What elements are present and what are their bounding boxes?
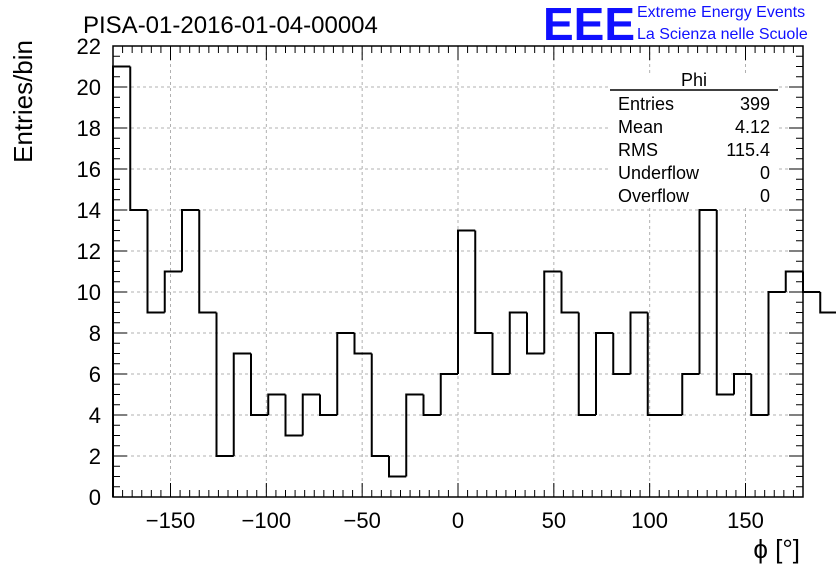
histogram-bin [508, 311, 527, 374]
y-tick-label: 8 [89, 321, 101, 346]
chart-title: PISA-01-2016-01-04-00004 [83, 12, 378, 39]
axis-ticks [113, 45, 803, 498]
logo-mark: EEE [543, 0, 635, 50]
histogram-bin [336, 332, 355, 415]
x-tick-label: 150 [727, 508, 764, 533]
x-tick-label: 100 [631, 508, 668, 533]
y-tick-label: 16 [77, 157, 101, 182]
stats-row-label: Mean [618, 117, 663, 137]
histogram-bin [543, 270, 562, 354]
y-tick-label: 2 [89, 444, 101, 469]
histogram-bin [681, 373, 700, 415]
y-tick-label: 6 [89, 362, 101, 387]
histogram-bin [353, 333, 372, 355]
stats-row-value: 4.12 [735, 117, 770, 137]
histogram-bin [267, 393, 286, 415]
histogram-bin [595, 332, 614, 415]
histogram-bin [560, 271, 579, 314]
histogram-bin [215, 312, 234, 457]
y-tick-label: 0 [89, 485, 101, 510]
histogram-bin [198, 210, 217, 314]
x-tick-label: −50 [344, 508, 381, 533]
stats-box-background [608, 74, 778, 208]
histogram-bin [319, 394, 338, 416]
histogram-bin [646, 312, 665, 416]
stats-row-label: Overflow [618, 186, 690, 206]
histogram-bin [750, 374, 769, 416]
stats-row-value: 399 [740, 94, 770, 114]
histogram-bin [819, 292, 836, 314]
histogram-bin [146, 210, 165, 314]
x-tick-label: 0 [452, 508, 464, 533]
y-axis-label: Entries/bin [8, 40, 38, 163]
y-tick-label: 20 [77, 75, 101, 100]
y-tick-label: 18 [77, 116, 101, 141]
y-tick-labels: 0 2 4 6 8 10 12 14 16 18 20 22 [77, 34, 101, 510]
histogram-bin [612, 333, 631, 375]
stats-row-label: Entries [618, 94, 674, 114]
stats-row-value: 115.4 [726, 140, 770, 160]
histogram-bin [405, 393, 424, 477]
x-tick-labels: −150 −100 −50 0 50 100 150 [146, 508, 764, 533]
histogram-bin [629, 311, 648, 374]
histogram-bin [370, 353, 389, 457]
histogram-bin [284, 394, 303, 437]
stats-row-value: 0 [760, 163, 770, 183]
histogram-bin [388, 456, 407, 478]
stats-row-label: RMS [618, 140, 658, 160]
stats-row-value: 0 [760, 186, 770, 206]
y-tick-label: 14 [77, 198, 101, 223]
histogram-bin [181, 209, 200, 272]
histogram-bin [715, 210, 734, 396]
y-tick-label: 12 [77, 239, 101, 264]
x-tick-label: 50 [542, 508, 566, 533]
histogram-bin [733, 373, 752, 395]
histogram-bin [767, 291, 786, 415]
y-tick-label: 22 [77, 34, 101, 59]
stats-box: Phi Entries 399 Mean 4.12 RMS 115.4 Underflow 0… [608, 70, 778, 208]
stats-rows: Entries 399 Mean 4.12 RMS 115.4 Underflow 0 Over… [618, 94, 770, 206]
stats-row-label: Underflow [618, 163, 700, 183]
y-tick-label: 10 [77, 280, 101, 305]
histogram-bin [163, 270, 182, 313]
histogram-bin [301, 393, 320, 436]
eee-logo: EEE Extreme Energy Events La Scienza nel… [543, 0, 808, 50]
histogram-bin [250, 353, 269, 416]
logo-line1: Extreme Energy Events [637, 4, 805, 21]
histogram-bin [474, 230, 493, 334]
histogram-bin [232, 352, 251, 456]
x-tick-label: −150 [146, 508, 196, 533]
histogram-bin [698, 209, 717, 374]
histogram-bin [129, 66, 148, 211]
y-tick-label: 4 [89, 403, 101, 428]
histogram-bin [577, 312, 596, 416]
histogram-bin [526, 312, 545, 355]
logo-line2: La Scienza nelle Scuole [637, 26, 808, 43]
x-axis-label: ϕ [°] [753, 534, 800, 564]
histogram-bin [422, 394, 441, 416]
stats-box-title: Phi [681, 70, 707, 90]
x-tick-label: −100 [242, 508, 292, 533]
histogram-bin [439, 373, 458, 415]
histogram-bin [491, 333, 510, 375]
histogram-bin [457, 229, 476, 374]
